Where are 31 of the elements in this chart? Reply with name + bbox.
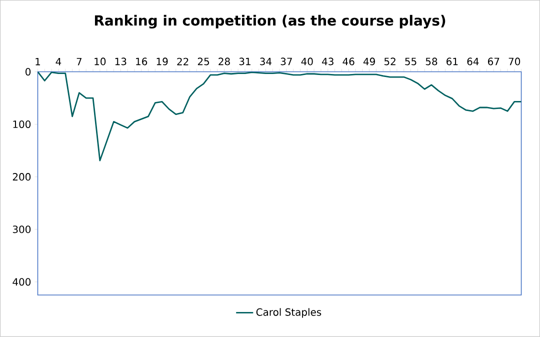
x-tick-label: 19: [156, 58, 168, 66]
y-tick-label: 100: [13, 120, 31, 128]
y-tick-label: 300: [12, 226, 31, 234]
x-tick-label: 1: [36, 58, 40, 66]
x-tick-label: 49: [363, 58, 375, 66]
x-tick-label: 16: [136, 58, 148, 66]
x-tick-label: 52: [384, 58, 396, 66]
x-tick-label: 37: [280, 58, 292, 66]
x-tick-label: 61: [446, 58, 458, 66]
legend-label: Carol Staples: [256, 308, 322, 318]
x-tick-label: 28: [218, 58, 230, 66]
x-tick-label: 4: [56, 58, 62, 66]
x-tick-label: 55: [405, 58, 416, 66]
x-tick-label: 70: [508, 58, 520, 66]
x-tick-label: 40: [301, 58, 313, 66]
x-tick-label: 13: [115, 58, 126, 66]
y-tick-label: 200: [12, 173, 31, 181]
x-tick-label: 58: [426, 58, 438, 66]
x-tick-label: 46: [342, 58, 354, 66]
y-tick-label: 0: [26, 68, 31, 76]
chart-title: Ranking in competition (as the course plays): [94, 15, 446, 29]
x-tick-label: 31: [239, 58, 250, 66]
x-tick-label: 7: [76, 58, 82, 66]
x-tick-label: 22: [177, 58, 188, 66]
y-tick-label: 400: [12, 278, 31, 286]
x-tick-label: 64: [467, 58, 479, 66]
x-tick-label: 43: [322, 58, 334, 66]
x-tick-label: 25: [198, 58, 210, 66]
x-tick-label: 34: [260, 58, 272, 66]
x-tick-label: 10: [94, 58, 106, 66]
x-tick-label: 67: [488, 58, 500, 66]
